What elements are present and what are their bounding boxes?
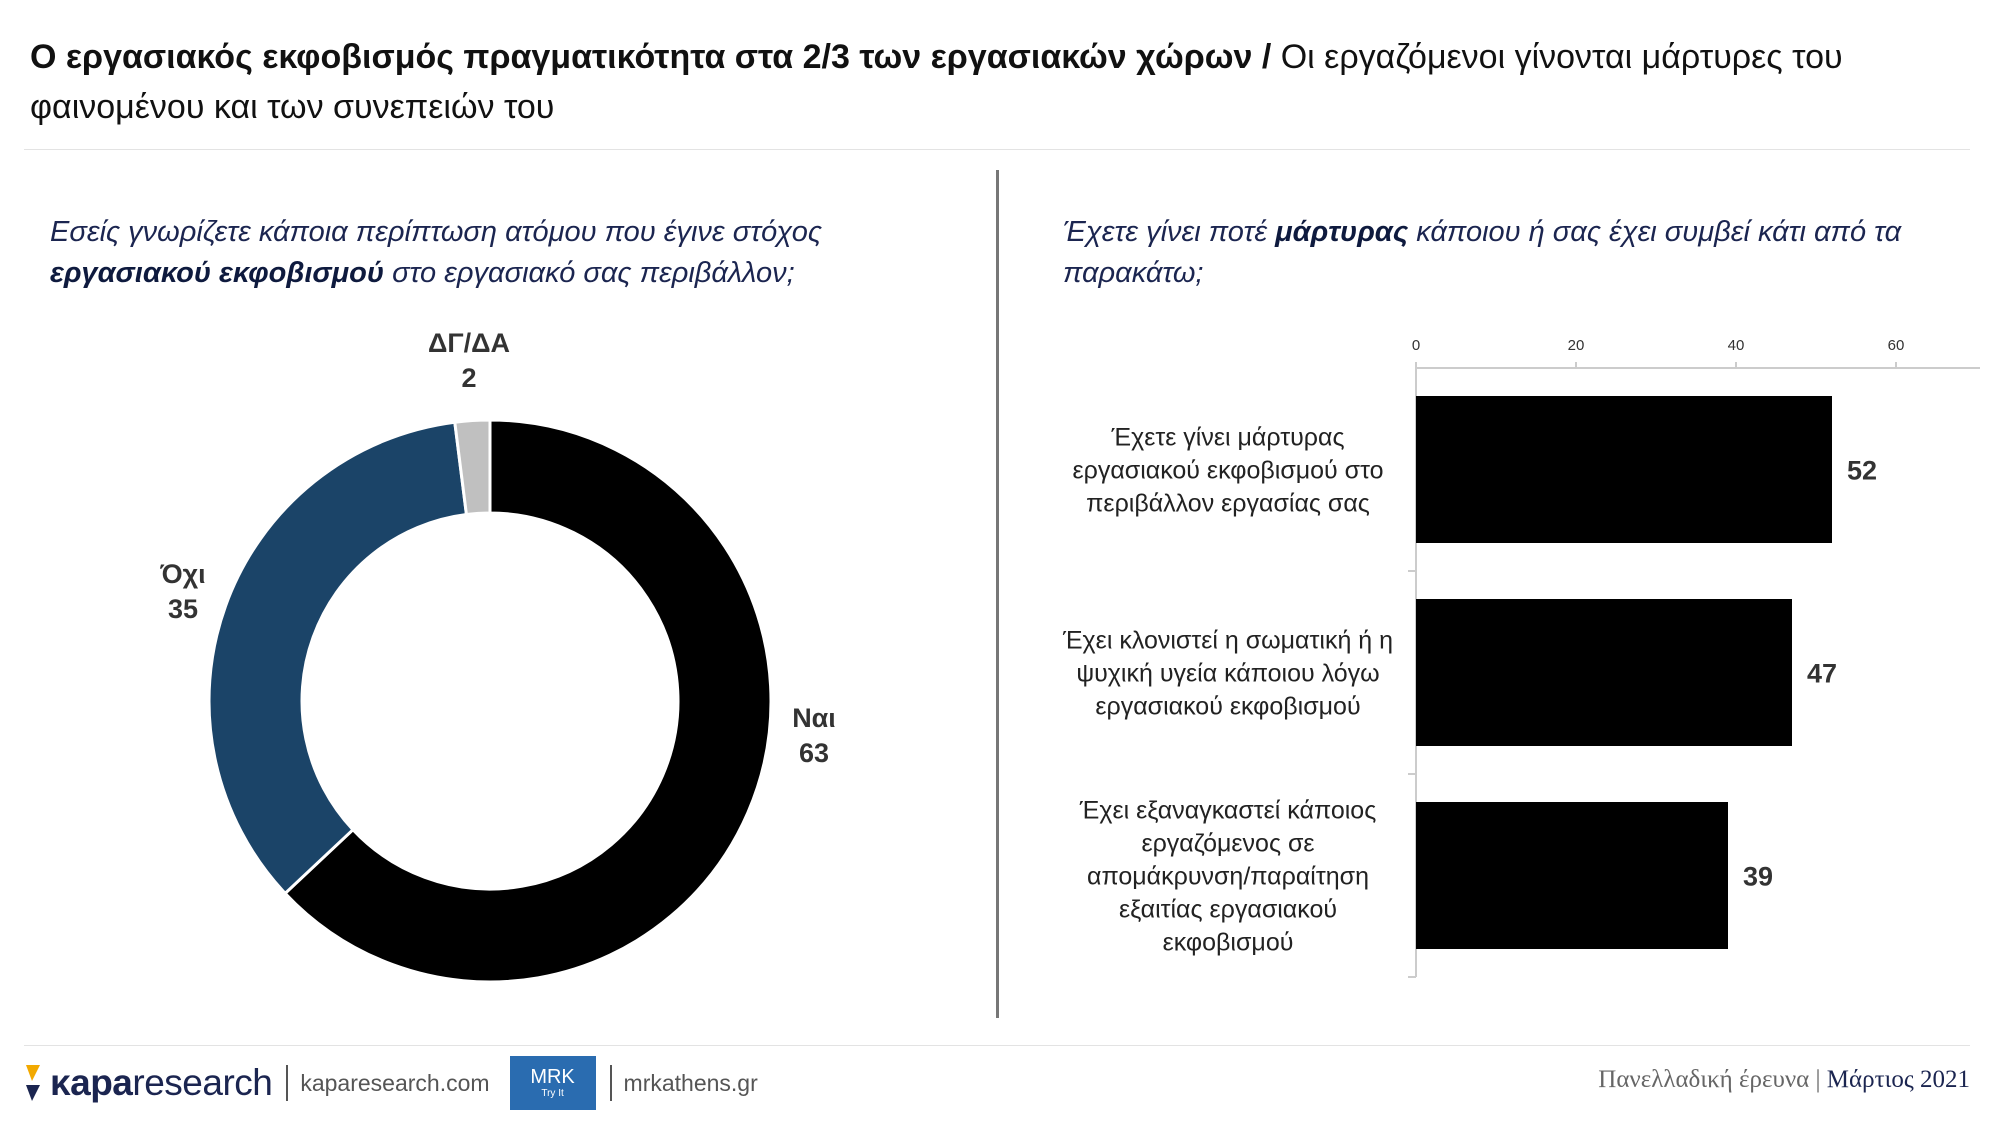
brand-bold: κapa (50, 1062, 133, 1103)
bar-1 (1416, 599, 1792, 746)
left-question-bold: εργασιακού εκφοβισμού (50, 257, 385, 289)
right-question-bold: μάρτυρας (1275, 216, 1409, 248)
x-tick-label-3: 60 (1888, 337, 1905, 354)
left-question-text1: Εσείς γνωρίζετε κάποια περίπτωση ατόμου … (50, 216, 822, 248)
bar-category-label-0-2: περιβάλλον εργασίας σας (1086, 490, 1370, 518)
donut-label-0: Ναι (792, 703, 836, 733)
page-title: Ο εργασιακός εκφοβισμός πραγματικότητα σ… (30, 32, 1970, 132)
bar-category-label-2-0: Έχει εξαναγκαστεί κάποιος (1079, 797, 1377, 825)
bar-value-0: 52 (1847, 456, 1877, 486)
x-tick-label-0: 0 (1412, 337, 1420, 354)
mrk-logo-main: MRK (530, 1066, 575, 1088)
survey-date: Μάρτιος 2021 (1826, 1066, 1970, 1093)
title-normal: Οι εργαζόμενοι γίνονται μάρτυρες του φαι… (30, 38, 1843, 126)
right-question-text1: Έχετε γίνει ποτέ (1063, 216, 1276, 248)
kapa-logo-text: κaparesearch (50, 1062, 273, 1104)
footer-separator-2 (609, 1065, 612, 1101)
bar-2 (1416, 802, 1728, 949)
donut-label-2: ΔΓ/ΔΑ (428, 328, 510, 358)
right-question-text2: κάποιου ή σας έχει συμβεί κάτι από τα πα… (1063, 216, 1902, 289)
left-question: Εσείς γνωρίζετε κάποια περίπτωση ατόμου … (50, 212, 970, 294)
mrkathens-link[interactable]: mrkathens.gr (623, 1069, 758, 1096)
bar-category-label-0-1: εργασιακού εκφοβισμού στο (1072, 457, 1383, 485)
left-question-text2: στο εργασιακό σας περιβάλλον; (384, 257, 795, 289)
donut-slice-0 (283, 418, 773, 984)
brand-light: research (132, 1062, 273, 1103)
footer-logos: κaparesearch kaparesearch.com MRK Try It… (22, 1055, 758, 1111)
bar-chart: 0 20 40 60 52 Έχετε γίνει μάρτυρας εργασιακού … (1062, 337, 1980, 978)
x-tick-label-2: 40 (1728, 337, 1745, 354)
donut-slice-2 (453, 418, 492, 517)
x-tick-label-1: 20 (1568, 337, 1585, 354)
bar-0 (1416, 396, 1832, 543)
survey-info: Πανελλαδική έρευνα | Μάρτιος 2021 (1598, 1066, 1970, 1094)
bar-category-label-2-3: εξαιτίας εργασιακού (1119, 896, 1337, 924)
survey-label: Πανελλαδική έρευνα (1598, 1066, 1810, 1093)
bar-category-label-0-0: Έχετε γίνει μάρτυρας (1110, 424, 1344, 452)
footer-separator (286, 1065, 289, 1101)
center-divider (996, 170, 999, 1018)
bar-category-label-2-1: εργαζόμενος σε (1141, 830, 1314, 858)
bar-category-label-1-2: εργασιακού εκφοβισμού (1095, 693, 1360, 721)
donut-chart: Ναι 63 Όχι 35 ΔΓ/ΔΑ 2 (159, 328, 836, 984)
bar-category-label-1-0: Έχει κλονιστεί η σωματική ή η (1062, 627, 1393, 655)
title-bold: Ο εργασιακός εκφοβισμός πραγματικότητα σ… (30, 38, 1272, 76)
kapa-logo-icon (22, 1061, 44, 1105)
donut-value-2: 2 (461, 363, 476, 393)
bar-category-label-1-1: ψυχική υγεία κάποιου λόγω (1076, 660, 1379, 688)
bar-value-1: 47 (1807, 659, 1837, 689)
footer-divider (24, 1045, 1970, 1046)
donut-value-0: 63 (799, 738, 829, 768)
mrk-logo-sub: Try It (541, 1088, 564, 1099)
title-divider (24, 149, 1970, 150)
right-question: Έχετε γίνει ποτέ μάρτυρας κάποιου ή σας … (1063, 212, 1963, 294)
donut-slice-1 (207, 420, 469, 896)
donut-label-1: Όχι (159, 559, 205, 589)
bar-category-label-2-4: εκφοβισμού (1163, 929, 1294, 957)
bar-value-2: 39 (1743, 862, 1773, 892)
bar-category-label-2-2: απομάκρυνση/παραίτηση (1087, 863, 1369, 891)
kaparesearch-link[interactable]: kaparesearch.com (300, 1069, 490, 1096)
mrk-logo: MRK Try It (509, 1056, 596, 1110)
donut-value-1: 35 (168, 594, 198, 624)
survey-divider: | (1809, 1066, 1827, 1093)
